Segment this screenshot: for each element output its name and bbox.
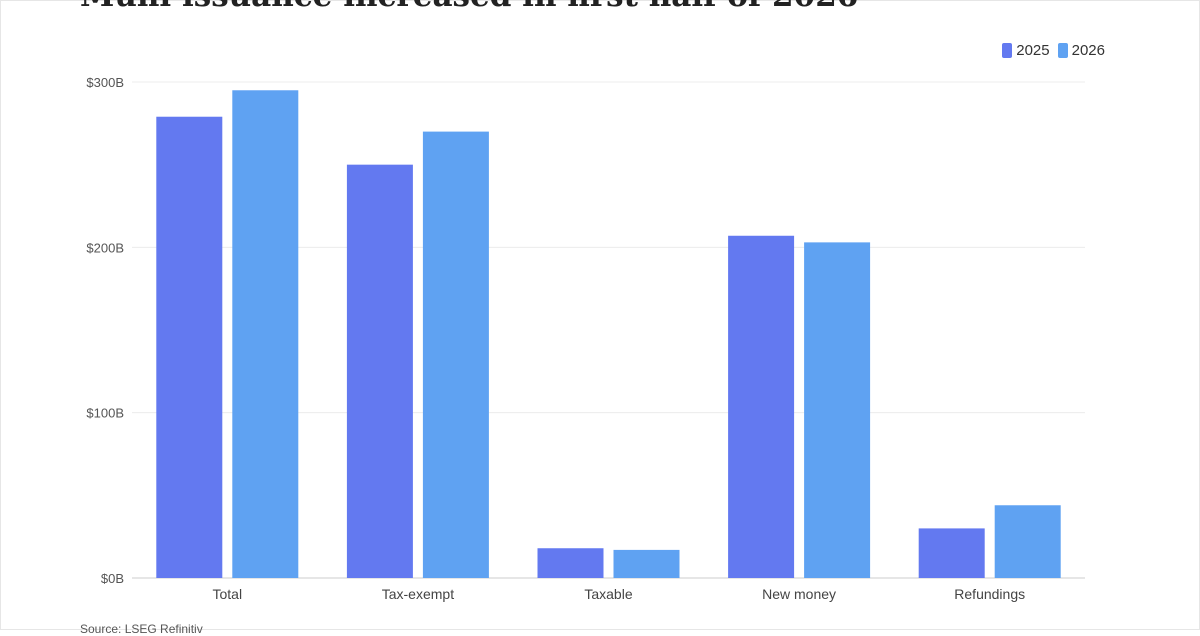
x-tick-label: Taxable [584, 586, 632, 602]
bar-2026-refundings [994, 505, 1061, 578]
x-tick-label: Refundings [954, 586, 1025, 602]
y-tick-label: $200B [86, 240, 124, 255]
legend-item-2026: 2026 [1057, 42, 1105, 59]
bar-2025-tax-exempt [346, 164, 413, 578]
bar-2026-new-money [804, 242, 871, 578]
legend-swatch-2025 [1002, 43, 1013, 58]
y-tick-label: $300B [86, 75, 124, 90]
x-tick-label: New money [762, 586, 836, 602]
bar-2025-refundings [918, 528, 985, 578]
bar-2026-tax-exempt [422, 131, 489, 578]
x-tick-label: Tax-exempt [382, 586, 454, 602]
chart-title: Muni issuance increased in first half of… [80, 0, 858, 14]
y-tick-label: $0B [101, 571, 124, 586]
legend-label-2025: 2025 [1016, 42, 1050, 59]
legend-label-2026: 2026 [1071, 42, 1105, 59]
legend-swatch-2026 [1057, 43, 1068, 58]
bar-2026-total [232, 90, 299, 579]
bar-2025-taxable [537, 548, 604, 578]
bar-2025-total [156, 116, 223, 578]
bar-2026-taxable [613, 549, 680, 578]
y-tick-label: $100B [86, 406, 124, 421]
legend-item-2025: 2025 [1002, 42, 1050, 59]
source-note: Source: LSEG Refinitiv [80, 622, 203, 636]
legend: 2025 2026 [1002, 42, 1105, 59]
bar-2025-new-money [728, 235, 795, 578]
x-tick-label: Total [213, 586, 243, 602]
